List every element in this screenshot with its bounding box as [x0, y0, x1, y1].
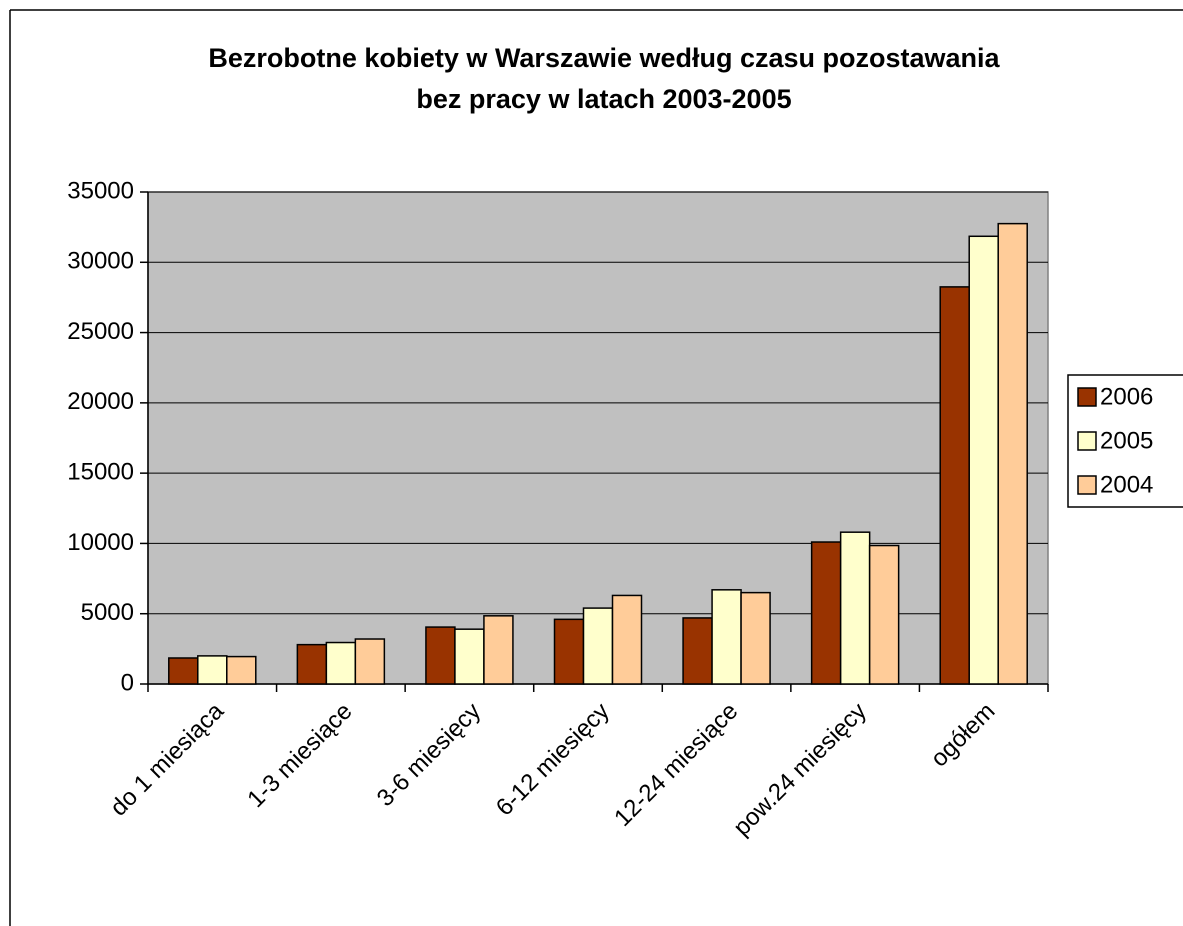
bar [740, 591, 771, 685]
legend-label: 2004 [1100, 471, 1153, 498]
bar [197, 655, 228, 685]
bar [939, 286, 970, 685]
y-tick-label: 15000 [67, 458, 134, 485]
y-tick-label: 10000 [67, 529, 134, 556]
y-tick-label: 30000 [67, 248, 134, 275]
bar [226, 655, 257, 685]
y-tick-label: 5000 [81, 599, 134, 626]
bar [454, 628, 485, 685]
chart-title: bez pracy w latach 2003-2005 [416, 84, 791, 114]
bar [168, 657, 199, 685]
bar [968, 235, 999, 685]
x-tick-label: do 1 miesiąca [105, 697, 229, 821]
legend-label: 2006 [1100, 383, 1153, 410]
y-tick-label: 20000 [67, 388, 134, 415]
bar [354, 638, 386, 685]
x-tick-label: 6-12 miesięcy [491, 698, 615, 822]
legend-swatch [1077, 431, 1097, 451]
legend-label: 2005 [1100, 427, 1153, 454]
bar [325, 641, 357, 685]
bar [682, 617, 713, 685]
bar [582, 607, 614, 685]
bar [810, 541, 842, 685]
x-tick-label: 12-24 miesiące [609, 698, 743, 832]
y-tick-label: 0 [121, 669, 134, 696]
x-tick-label: 1-3 miesiące [242, 698, 357, 813]
bar [553, 618, 585, 685]
legend-swatch [1077, 475, 1097, 495]
bar [839, 531, 871, 685]
x-tick-label: ogółem [926, 698, 1001, 773]
bar [868, 544, 900, 685]
bar [711, 589, 742, 685]
bar [997, 222, 1028, 685]
y-tick-label: 35000 [67, 177, 134, 204]
chart-title: Bezrobotne kobiety w Warszawie według cz… [208, 43, 1000, 73]
y-tick-label: 25000 [67, 318, 134, 345]
bar [425, 626, 456, 685]
bar [296, 643, 328, 685]
x-tick-label: 3-6 miesięcy [372, 698, 486, 812]
bar [483, 615, 514, 685]
legend-swatch [1077, 387, 1097, 407]
x-tick-label: pow.24 miesięcy [728, 698, 872, 842]
bar [611, 594, 643, 685]
